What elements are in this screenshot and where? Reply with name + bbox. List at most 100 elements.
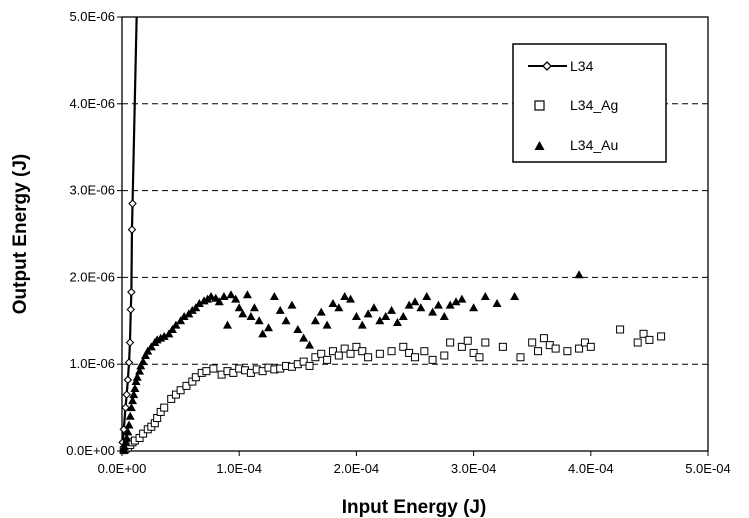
data-point-l34-au bbox=[121, 437, 131, 446]
data-point-l34-au bbox=[234, 303, 244, 312]
data-point-l34-au bbox=[357, 320, 367, 329]
data-point-l34-ag bbox=[539, 334, 548, 343]
data-point-l34-au bbox=[363, 309, 373, 318]
data-point-l34-au bbox=[130, 384, 140, 393]
data-point-l34-au bbox=[392, 318, 402, 327]
data-point-l34-au bbox=[126, 403, 136, 412]
data-point-l34-ag bbox=[399, 342, 408, 351]
data-point-l34-au bbox=[194, 298, 204, 307]
data-point-l34-au bbox=[176, 316, 186, 325]
data-point-l34-au bbox=[206, 291, 216, 300]
data-point-l34-ag bbox=[516, 353, 525, 362]
data-point-l34-au bbox=[122, 433, 132, 442]
data-point-l34-au bbox=[375, 316, 385, 325]
legend-label-l34-au: L34_Au bbox=[570, 137, 618, 153]
data-point-l34-ag bbox=[639, 329, 648, 338]
data-point-l34-ag bbox=[551, 344, 560, 353]
legend: L34 L34_Ag L34_Au bbox=[512, 43, 667, 163]
y-axis-title: Output Energy (J) bbox=[10, 154, 31, 314]
data-point-l34-ag bbox=[440, 351, 449, 360]
data-point-l34-au bbox=[381, 311, 391, 320]
data-point-l34-au bbox=[246, 311, 256, 320]
data-point-l34-au bbox=[416, 303, 426, 312]
series-l34-ag bbox=[119, 325, 666, 455]
data-point-l34-ag bbox=[346, 349, 355, 358]
data-point-l34 bbox=[127, 287, 136, 297]
data-point-l34-au bbox=[123, 427, 133, 436]
data-point-l34-au bbox=[410, 297, 420, 306]
data-point-l34-au bbox=[334, 303, 344, 312]
legend-marker-l34-au bbox=[534, 141, 545, 150]
data-point-l34-ag bbox=[160, 403, 169, 412]
data-point-l34 bbox=[128, 199, 137, 208]
data-point-l34-au bbox=[129, 390, 139, 399]
data-point-l34-au bbox=[351, 311, 361, 320]
data-point-l34-au bbox=[167, 324, 177, 333]
data-point-l34-au bbox=[457, 294, 467, 303]
data-point-l34-ag bbox=[463, 336, 472, 345]
data-point-l34-ag bbox=[209, 364, 218, 373]
data-point-l34-au bbox=[305, 340, 315, 349]
data-point-l34-ag bbox=[633, 338, 642, 347]
x-tick-label: 0.0E+00 bbox=[98, 461, 147, 476]
data-point-l34-ag bbox=[481, 338, 490, 347]
data-point-l34-ag bbox=[387, 347, 396, 356]
grid bbox=[122, 103, 708, 365]
data-point-l34-au bbox=[258, 329, 268, 338]
data-point-l34-ag bbox=[469, 348, 478, 357]
data-point-l34-ag bbox=[171, 390, 180, 399]
data-point-l34-au bbox=[322, 320, 332, 329]
data-point-l34-au bbox=[346, 294, 356, 303]
data-point-l34-au bbox=[433, 300, 443, 309]
data-point-l34-au bbox=[451, 297, 461, 306]
data-point-l34-au bbox=[226, 290, 236, 299]
data-point-l34-au bbox=[492, 298, 502, 307]
data-point-l34-au bbox=[264, 323, 273, 332]
data-point-l34-au bbox=[316, 307, 326, 316]
data-point-l34-ag bbox=[534, 347, 543, 356]
data-point-l34-ag bbox=[616, 325, 625, 334]
data-point-l34-ag bbox=[428, 355, 437, 364]
data-point-l34-au bbox=[269, 291, 279, 300]
data-point-l34-au bbox=[159, 331, 169, 340]
data-point-l34-au bbox=[275, 305, 285, 314]
data-point-l34-au bbox=[480, 291, 490, 300]
x-tick-label: 4.0E-04 bbox=[568, 461, 614, 476]
data-point-l34-au bbox=[131, 377, 141, 386]
data-point-l34-ag bbox=[317, 349, 326, 358]
data-point-l34-ag bbox=[176, 386, 185, 395]
data-point-l34-au bbox=[125, 411, 135, 420]
data-point-l34-au bbox=[214, 297, 224, 306]
data-point-l34-ag bbox=[645, 335, 654, 344]
legend-label-l34: L34 bbox=[570, 58, 594, 74]
data-point-l34-au bbox=[138, 357, 148, 366]
data-point-l34-au bbox=[242, 290, 252, 299]
data-point-l34-ag bbox=[340, 344, 349, 353]
y-tick-label: 1.0E-06 bbox=[69, 356, 115, 371]
data-point-l34-ag bbox=[657, 332, 666, 341]
data-point-l34-au bbox=[191, 303, 201, 312]
data-point-l34-au bbox=[310, 316, 320, 325]
data-point-l34 bbox=[122, 390, 131, 399]
x-tick-label: 2.0E-04 bbox=[334, 461, 380, 476]
data-point-l34-au bbox=[293, 324, 303, 333]
x-axis-title: Input Energy (J) bbox=[342, 497, 487, 518]
data-point-l34-ag bbox=[457, 342, 466, 351]
data-point-l34-ag bbox=[358, 347, 367, 356]
data-point-l34-au bbox=[146, 342, 156, 351]
data-point-l34-au bbox=[143, 346, 153, 355]
data-point-l34-ag bbox=[323, 355, 332, 364]
data-point-l34-ag bbox=[191, 373, 200, 382]
x-tick-label: 3.0E-04 bbox=[451, 461, 497, 476]
data-point-l34-ag bbox=[305, 361, 314, 370]
plot-area bbox=[121, 16, 709, 452]
data-point-l34-au bbox=[124, 420, 134, 429]
data-point-l34-au bbox=[428, 307, 438, 316]
data-point-l34-ag bbox=[475, 353, 484, 362]
data-point-l34-ag bbox=[352, 342, 361, 351]
data-point-l34-au bbox=[128, 396, 138, 405]
data-point-l34-au bbox=[469, 303, 479, 312]
y-tick-label: 3.0E-06 bbox=[69, 183, 115, 198]
data-point-l34-au bbox=[328, 298, 338, 307]
